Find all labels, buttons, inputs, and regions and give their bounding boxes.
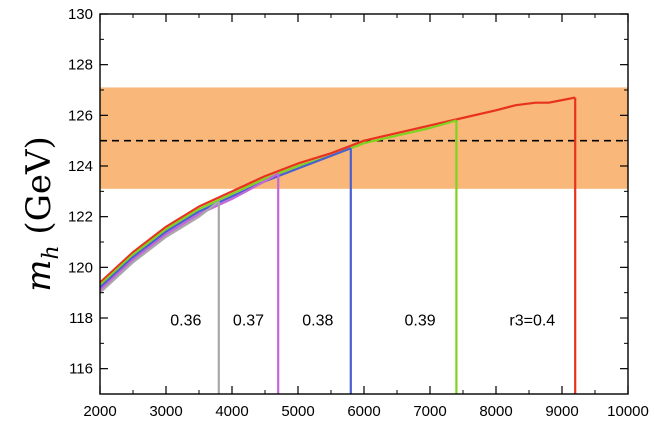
uncertainty-band xyxy=(100,87,628,189)
series-label-0: 0.36 xyxy=(170,313,201,330)
y-tick-label-2: 120 xyxy=(68,259,93,276)
x-tick-label-3: 5000 xyxy=(281,403,314,420)
y-tick-label-6: 128 xyxy=(68,57,93,74)
series-line-4 xyxy=(99,200,220,294)
series-label-3: 0.39 xyxy=(405,313,436,330)
series-label-1: 0.37 xyxy=(233,313,264,330)
x-tick-label-2: 4000 xyxy=(215,403,248,420)
series-line-1 xyxy=(99,119,457,286)
y-tick-label-3: 122 xyxy=(68,209,93,226)
ylabel-text: mh (GeV) xyxy=(19,136,64,292)
x-tick-label-8: 10000 xyxy=(607,403,649,420)
series-line-0 xyxy=(99,96,576,284)
y-tick-label-4: 124 xyxy=(68,158,93,175)
band-layer xyxy=(100,87,628,189)
x-tick-label-1: 3000 xyxy=(149,403,182,420)
series-label-2: 0.38 xyxy=(302,313,333,330)
series-label-4: r3=0.4 xyxy=(509,313,555,330)
series-layer xyxy=(99,96,577,394)
x-tick-label-4: 6000 xyxy=(347,403,380,420)
series-line-2 xyxy=(99,147,352,289)
x-tick-label-7: 9000 xyxy=(545,403,578,420)
ylabel-group: mh (GeV) xyxy=(19,136,64,292)
x-tick-label-6: 8000 xyxy=(479,403,512,420)
series-label-layer: 0.36 0.37 0.38 0.39 r3=0.4 xyxy=(170,313,555,330)
y-tick-label-5: 126 xyxy=(68,107,93,124)
x-tick-label-5: 7000 xyxy=(413,403,446,420)
ylabel-subscript: h xyxy=(39,245,64,259)
ylabel-symbol: m xyxy=(19,260,59,292)
y-tick-label-1: 118 xyxy=(69,310,93,327)
y-tick-label-7: 130 xyxy=(68,6,93,23)
x-tick-label-0: 2000 xyxy=(83,403,116,420)
plot-frame xyxy=(99,13,629,395)
series-line-3 xyxy=(99,172,279,291)
y-tick-label-0: 116 xyxy=(69,361,93,378)
ylabel-unit: (GeV) xyxy=(19,136,59,245)
y-axis-label: mh (GeV) xyxy=(19,136,64,292)
axes-layer: 2000 3000 4000 5000 6000 7000 8000 9000 10000 116… xyxy=(68,6,649,420)
